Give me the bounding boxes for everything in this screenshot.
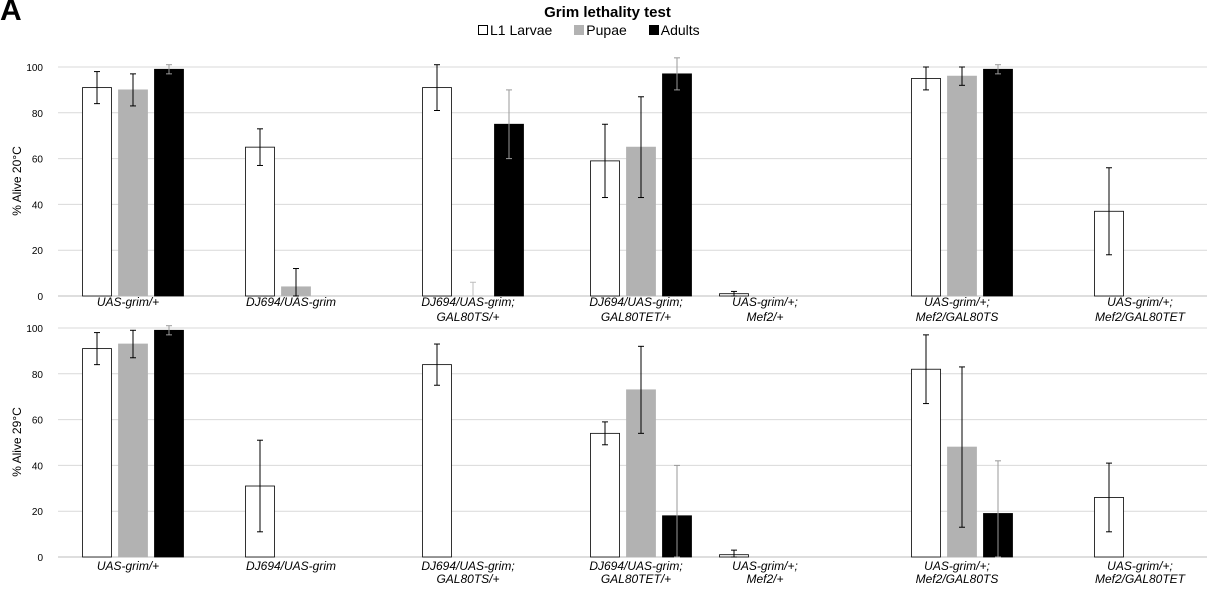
legend-item-larvae: L1 Larvae bbox=[478, 22, 552, 38]
x-category-label-1-6-1: Mef2/GAL80TET bbox=[1095, 572, 1187, 586]
bar-1-1-0 bbox=[118, 343, 148, 558]
y-tick-label-1-0: 0 bbox=[37, 553, 43, 564]
bar-1-0-3 bbox=[590, 432, 620, 558]
x-category-label-0-5-1: Mef2/GAL80TS bbox=[916, 310, 999, 324]
bar-1-2-0 bbox=[154, 329, 184, 558]
bar-0-2-5 bbox=[983, 68, 1013, 297]
bar-0-0-1 bbox=[245, 146, 275, 297]
chart-title: Grim lethality test bbox=[544, 4, 671, 21]
bar-0-1-5 bbox=[947, 75, 977, 297]
y-tick-label-0-0: 0 bbox=[37, 292, 43, 303]
legend-label-adults: Adults bbox=[660, 22, 700, 38]
x-category-label-0-3-0: DJ694/UAS-grim; bbox=[589, 295, 682, 309]
y-tick-label-1-40: 40 bbox=[32, 461, 44, 472]
x-category-label-1-4-0: UAS-grim/+; bbox=[732, 559, 798, 573]
legend-swatch-pupae bbox=[574, 25, 585, 35]
bar-1-0-2 bbox=[422, 364, 452, 558]
y-axis-label-1: % Alive 29°C bbox=[10, 407, 24, 477]
x-category-label-1-1-0: DJ694/UAS-grim bbox=[246, 559, 336, 573]
x-category-label-0-5-0: UAS-grim/+; bbox=[924, 295, 990, 309]
bar-0-0-5 bbox=[911, 78, 941, 297]
x-category-label-1-6-0: UAS-grim/+; bbox=[1107, 559, 1173, 573]
legend-swatch-adults bbox=[648, 25, 659, 35]
x-category-label-1-4-1: Mef2/+ bbox=[746, 572, 783, 586]
x-category-label-1-3-0: DJ694/UAS-grim; bbox=[589, 559, 682, 573]
y-tick-label-1-80: 80 bbox=[32, 370, 44, 381]
legend-item-pupae: Pupae bbox=[574, 22, 627, 38]
panel-letter: A bbox=[0, 0, 22, 27]
x-category-label-0-3-1: GAL80TET/+ bbox=[601, 310, 671, 324]
x-category-label-1-5-0: UAS-grim/+; bbox=[924, 559, 990, 573]
x-category-label-0-4-1: Mef2/+ bbox=[746, 310, 783, 324]
y-tick-label-0-20: 20 bbox=[32, 246, 44, 257]
y-tick-label-1-100: 100 bbox=[26, 324, 43, 335]
bar-1-0-0 bbox=[82, 348, 112, 558]
x-category-label-0-6-0: UAS-grim/+; bbox=[1107, 295, 1173, 309]
x-category-label-1-0-0: UAS-grim/+ bbox=[97, 559, 159, 573]
y-tick-label-0-100: 100 bbox=[26, 63, 43, 74]
y-tick-label-1-60: 60 bbox=[32, 416, 44, 427]
x-category-label-0-4-0: UAS-grim/+; bbox=[732, 295, 798, 309]
x-category-label-0-1-0: DJ694/UAS-grim bbox=[246, 295, 336, 309]
legend-item-adults: Adults bbox=[648, 22, 700, 38]
x-category-label-0-2-0: DJ694/UAS-grim; bbox=[421, 295, 514, 309]
bar-0-0-0 bbox=[82, 87, 112, 297]
x-category-label-0-2-1: GAL80TS/+ bbox=[436, 310, 499, 324]
x-category-label-0-6-1: Mef2/GAL80TET bbox=[1095, 310, 1187, 324]
legend-label-pupae: Pupae bbox=[586, 22, 627, 38]
bar-0-1-0 bbox=[118, 89, 148, 297]
y-axis-label-0: % Alive 20°C bbox=[10, 146, 24, 216]
y-tick-label-0-40: 40 bbox=[32, 200, 44, 211]
x-category-label-1-5-1: Mef2/GAL80TS bbox=[916, 572, 999, 586]
legend-swatch-larvae bbox=[478, 25, 488, 35]
legend-label-larvae: L1 Larvae bbox=[490, 22, 553, 38]
x-category-label-1-2-1: GAL80TS/+ bbox=[436, 572, 499, 586]
x-category-label-1-2-0: DJ694/UAS-grim; bbox=[421, 559, 514, 573]
y-tick-label-1-20: 20 bbox=[32, 507, 44, 518]
bar-0-2-3 bbox=[662, 73, 692, 297]
x-category-label-0-0-0: UAS-grim/+ bbox=[97, 295, 159, 309]
bar-0-2-0 bbox=[154, 68, 184, 297]
y-tick-label-0-60: 60 bbox=[32, 155, 44, 166]
x-category-label-1-3-1: GAL80TET/+ bbox=[601, 572, 671, 586]
bar-0-0-2 bbox=[422, 87, 452, 297]
legend: L1 Larvae Pupae Adults bbox=[478, 22, 700, 38]
y-tick-label-0-80: 80 bbox=[32, 109, 44, 120]
